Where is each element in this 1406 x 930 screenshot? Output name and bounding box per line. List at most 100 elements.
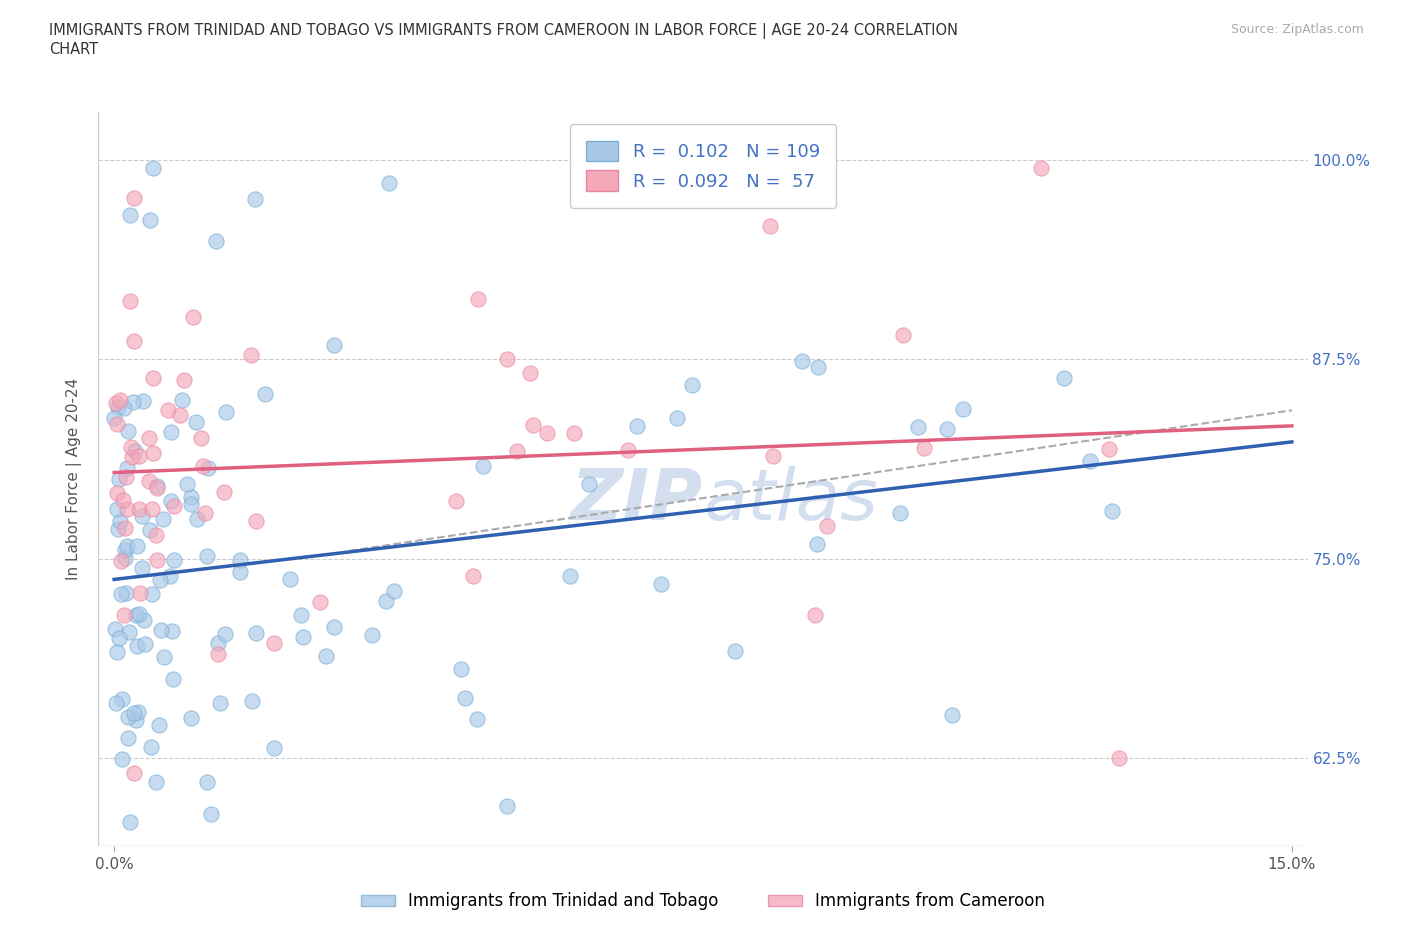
Point: [105, 395, 128, 410]
Point: [815, 518, 838, 533]
Point: [215, 405, 238, 419]
Point: [200, 806, 222, 821]
Point: [378, 176, 401, 191]
Point: [122, 705, 145, 720]
Point: [323, 619, 346, 634]
Point: [506, 444, 529, 458]
Point: [117, 731, 139, 746]
Point: [160, 494, 183, 509]
Point: [145, 481, 167, 496]
Point: [495, 352, 517, 366]
Point: [454, 690, 477, 705]
Point: [519, 366, 541, 381]
Point: [122, 191, 145, 206]
Point: [112, 401, 135, 416]
Point: [125, 607, 148, 622]
Point: [148, 718, 170, 733]
Point: [115, 538, 138, 553]
Point: [562, 426, 585, 441]
Point: [149, 573, 172, 588]
Point: [141, 586, 163, 601]
Point: [278, 572, 301, 587]
Y-axis label: In Labor Force | Age 20-24: In Labor Force | Age 20-24: [66, 378, 83, 580]
Point: [382, 583, 405, 598]
Point: [111, 493, 134, 508]
Point: [322, 338, 344, 352]
Point: [263, 636, 285, 651]
Point: [149, 622, 172, 637]
Point: [128, 606, 150, 621]
Point: [522, 418, 544, 432]
Point: [762, 448, 785, 463]
Point: [142, 160, 165, 175]
Point: [103, 410, 125, 425]
Point: [229, 565, 252, 579]
Point: [114, 551, 136, 565]
Point: [214, 627, 236, 642]
Point: [172, 392, 194, 407]
Point: [536, 426, 558, 441]
Point: [142, 445, 165, 460]
Point: [193, 505, 215, 520]
Point: [558, 568, 581, 583]
Point: [263, 740, 285, 755]
Point: [114, 521, 136, 536]
Point: [145, 552, 167, 567]
Point: [105, 645, 128, 660]
Point: [131, 561, 153, 576]
Point: [180, 497, 202, 512]
Point: [138, 523, 160, 538]
Point: [190, 431, 212, 445]
Point: [107, 522, 129, 537]
Point: [197, 460, 219, 475]
Point: [309, 594, 332, 609]
Point: [891, 327, 914, 342]
Point: [138, 431, 160, 445]
Point: [127, 704, 149, 719]
Point: [375, 593, 398, 608]
Point: [806, 537, 828, 551]
Point: [169, 407, 191, 422]
Point: [465, 712, 488, 727]
Point: [115, 460, 138, 475]
Point: [682, 378, 704, 392]
Point: [807, 360, 830, 375]
Point: [1098, 442, 1121, 457]
Point: [159, 568, 181, 583]
Point: [912, 440, 935, 455]
Point: [110, 587, 132, 602]
Point: [125, 638, 148, 653]
Text: ZIP: ZIP: [571, 467, 703, 536]
Point: [467, 292, 489, 307]
Point: [162, 552, 184, 567]
Point: [118, 208, 141, 223]
Point: [105, 485, 128, 500]
Point: [758, 219, 780, 234]
Point: [146, 478, 169, 493]
Point: [907, 419, 929, 434]
Point: [1029, 160, 1052, 175]
Text: atlas: atlas: [703, 467, 877, 536]
Point: [205, 234, 228, 249]
Point: [152, 512, 174, 526]
Point: [315, 648, 337, 663]
Point: [141, 501, 163, 516]
Point: [120, 439, 142, 454]
Point: [935, 421, 957, 436]
Point: [110, 553, 132, 568]
Point: [115, 585, 138, 600]
Point: [245, 513, 267, 528]
Text: IMMIGRANTS FROM TRINIDAD AND TOBAGO VS IMMIGRANTS FROM CAMEROON IN LABOR FORCE |: IMMIGRANTS FROM TRINIDAD AND TOBAGO VS I…: [49, 23, 959, 39]
Point: [290, 607, 312, 622]
Point: [889, 506, 911, 521]
Point: [162, 671, 184, 686]
Point: [108, 513, 131, 528]
Point: [122, 333, 145, 348]
Legend: R =  0.102   N = 109, R =  0.092   N =  57: R = 0.102 N = 109, R = 0.092 N = 57: [569, 125, 837, 207]
Point: [472, 458, 495, 473]
Point: [156, 403, 179, 418]
Point: [195, 549, 218, 564]
Point: [292, 630, 315, 644]
Point: [450, 661, 472, 676]
Point: [229, 553, 252, 568]
